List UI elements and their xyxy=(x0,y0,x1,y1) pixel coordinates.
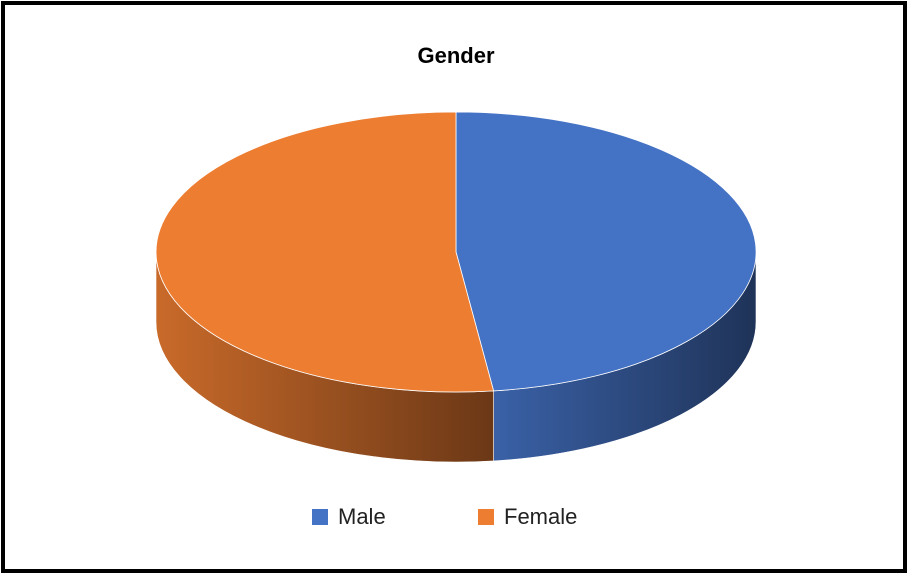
pie-slice xyxy=(155,111,495,393)
legend-label: Male xyxy=(338,504,386,529)
legend-label: Female xyxy=(504,504,577,529)
pie-slice xyxy=(455,111,757,392)
chart-title: Gender xyxy=(417,43,494,68)
legend-swatch xyxy=(312,509,328,525)
legend-swatch xyxy=(478,509,494,525)
